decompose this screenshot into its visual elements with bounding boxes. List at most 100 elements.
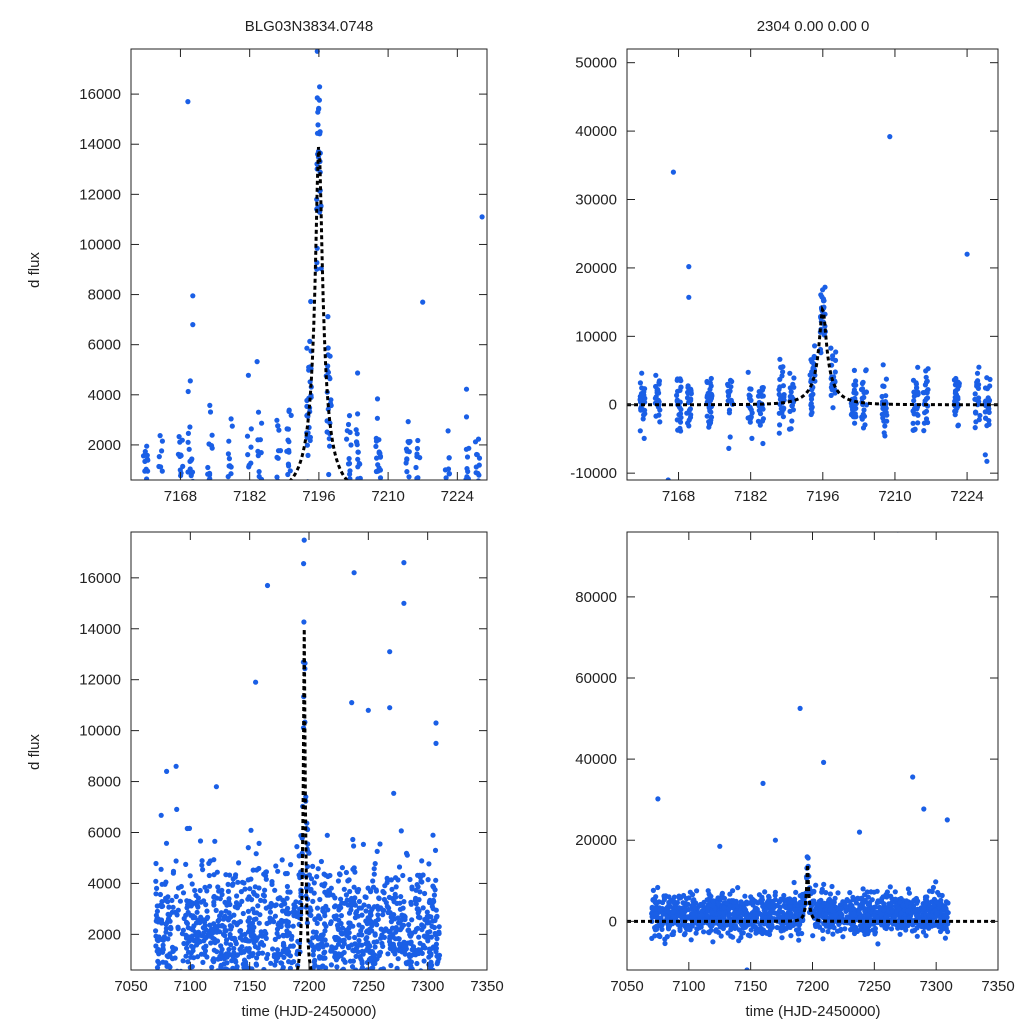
data-point	[229, 882, 236, 888]
data-point	[398, 828, 404, 834]
data-point	[144, 502, 149, 507]
data-point	[656, 378, 663, 384]
data-point	[463, 386, 470, 392]
data-point	[403, 446, 410, 452]
data-point	[156, 454, 162, 460]
data-point	[819, 886, 825, 893]
data-point	[253, 962, 260, 968]
data-point	[340, 966, 346, 970]
data-point	[403, 960, 409, 966]
data-point	[874, 914, 880, 921]
data-point	[211, 857, 217, 863]
data-point	[355, 480, 360, 485]
data-point	[740, 925, 746, 931]
data-point	[159, 468, 165, 474]
data-point	[386, 994, 391, 999]
data-point	[349, 700, 355, 706]
data-point	[278, 902, 284, 909]
data-point	[341, 981, 346, 986]
data-point	[655, 796, 661, 802]
data-point	[345, 421, 352, 428]
data-point	[280, 964, 286, 970]
data-point	[859, 386, 866, 392]
data-point	[889, 908, 895, 915]
data-point	[357, 494, 362, 499]
data-point	[274, 947, 281, 953]
data-point	[195, 895, 201, 901]
data-point	[915, 364, 921, 370]
data-point	[697, 901, 704, 908]
data-point	[401, 560, 407, 566]
data-point	[814, 906, 820, 912]
data-point	[376, 557, 381, 562]
data-point	[955, 422, 962, 428]
data-point	[872, 925, 879, 932]
data-point	[934, 910, 940, 917]
data-point	[194, 909, 200, 915]
data-point	[355, 514, 360, 519]
data-point	[787, 385, 793, 391]
data-points	[637, 134, 993, 480]
data-point	[226, 438, 232, 444]
data-point	[197, 887, 203, 894]
data-point	[777, 898, 783, 904]
data-point	[869, 905, 875, 912]
data-point	[685, 901, 691, 908]
data-point	[847, 890, 853, 896]
data-point	[409, 886, 415, 892]
x-tick-label: 7224	[441, 488, 474, 505]
data-point	[288, 412, 294, 418]
data-point	[678, 923, 684, 929]
data-point	[274, 930, 280, 937]
data-point	[200, 959, 206, 966]
data-point	[355, 504, 360, 509]
data-point	[464, 454, 471, 460]
data-point	[830, 931, 836, 937]
data-point	[354, 909, 360, 915]
data-point	[205, 464, 211, 471]
data-point	[938, 897, 944, 903]
data-point	[689, 921, 695, 927]
data-point	[774, 924, 780, 931]
data-point	[465, 514, 470, 519]
data-point	[185, 99, 191, 105]
data-point	[414, 453, 420, 460]
data-point	[347, 499, 352, 504]
panel-bottom-left: 2000 4000 6000 8000 10000 12000 14000 16000 7050…	[79, 531, 504, 1013]
data-point	[206, 490, 211, 495]
data-point	[653, 372, 659, 378]
data-point	[776, 410, 782, 416]
data-point	[832, 357, 839, 363]
data-point	[338, 930, 344, 936]
data-point	[228, 505, 233, 510]
data-point	[178, 505, 183, 510]
data-point	[878, 911, 884, 918]
data-point	[376, 450, 382, 456]
data-point	[394, 965, 400, 970]
data-point	[201, 1008, 206, 1013]
data-point	[157, 985, 162, 990]
data-point	[930, 921, 936, 927]
data-point	[656, 933, 662, 939]
data-point	[405, 1005, 410, 1010]
data-point	[276, 427, 282, 433]
data-point	[362, 894, 368, 900]
data-point	[660, 911, 666, 917]
data-point	[417, 546, 422, 551]
data-point	[364, 972, 369, 977]
data-point	[387, 975, 392, 980]
data-point	[757, 422, 763, 428]
data-point	[256, 479, 259, 480]
data-point	[942, 935, 949, 941]
data-point	[209, 553, 214, 558]
data-point	[414, 906, 420, 912]
data-point	[385, 877, 391, 883]
data-point	[437, 972, 442, 977]
data-point	[347, 496, 352, 501]
data-point	[204, 908, 210, 914]
data-point	[207, 409, 214, 415]
data-point	[864, 922, 870, 928]
data-point	[186, 525, 191, 530]
data-point	[406, 576, 411, 581]
data-point	[188, 950, 194, 956]
